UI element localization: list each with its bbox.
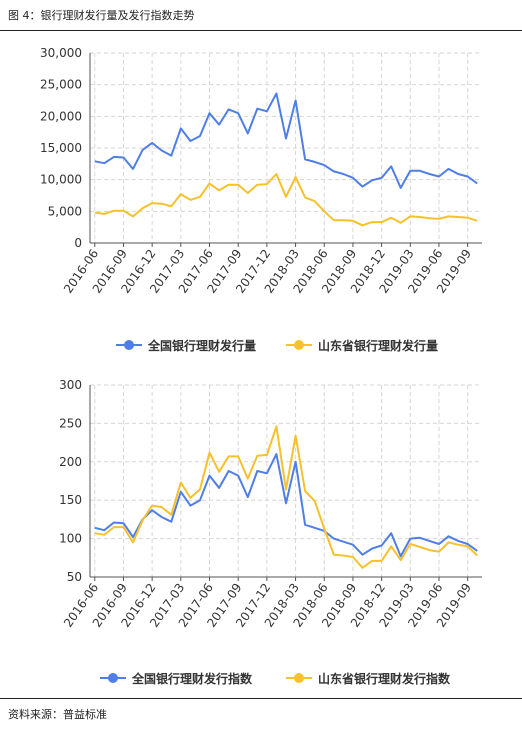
y-tick-label: 0 — [74, 236, 82, 250]
legend-item-shandong-index: 山东省银行理财发行指数 — [286, 668, 450, 688]
legend-label-shandong-index: 山东省银行理财发行指数 — [318, 671, 451, 686]
header-rule — [0, 30, 522, 31]
y-tick-label: 150 — [59, 493, 82, 507]
figure-title: 图 4：银行理财发行量及发行指数走势 — [8, 9, 195, 22]
legend-item-national-index: 全国银行理财发行指数 — [100, 668, 252, 688]
issuance-volume-legend: 全国银行理财发行量 山东省银行理财发行量 — [0, 335, 522, 355]
y-tick-label: 5,000 — [48, 204, 82, 218]
y-tick-label: 300 — [59, 378, 82, 392]
legend-symbol-yellow — [286, 338, 312, 352]
y-tick-label: 100 — [59, 532, 82, 546]
y-tick-label: 50 — [67, 570, 82, 584]
legend-item-national-volume: 全国银行理财发行量 — [116, 335, 256, 355]
issuance-index-plot: 300250200150100502016-062016-092016-1220… — [59, 378, 482, 630]
issuance-volume-chart: 30,000 25,000 20,000 15,000 10,000 5,000 0 2016… — [0, 30, 522, 330]
legend-item-shandong-volume: 山东省银行理财发行量 — [286, 335, 438, 355]
series-line-national — [94, 92, 478, 189]
y-tick-label: 15,000 — [40, 141, 82, 155]
series-line-shandong — [94, 173, 478, 227]
issuance-volume-plot: 30,00025,00020,00015,00010,0005,00002016… — [40, 46, 482, 296]
footer-rule — [0, 698, 522, 699]
legend-label-national-volume: 全国银行理财发行量 — [148, 338, 257, 353]
series-line-shandong — [94, 425, 478, 569]
figure-header: 图 4：银行理财发行量及发行指数走势 — [0, 0, 522, 30]
legend-label-national-index: 全国银行理财发行指数 — [132, 671, 253, 686]
issuance-index-chart: 300 250 200 150 100 50 2016-06 2016-09 2016-12 20… — [0, 372, 522, 670]
issuance-index-legend: 全国银行理财发行指数 山东省银行理财发行指数 — [0, 668, 522, 688]
legend-symbol-blue — [116, 338, 142, 352]
legend-symbol-yellow — [286, 671, 312, 685]
y-tick-label: 10,000 — [40, 173, 82, 187]
source-note: 资料来源：普益标准 — [8, 708, 107, 721]
y-tick-label: 30,000 — [40, 46, 82, 60]
legend-symbol-blue — [100, 671, 126, 685]
y-tick-label: 25,000 — [40, 78, 82, 92]
y-tick-label: 250 — [59, 416, 82, 430]
y-tick-label: 20,000 — [40, 109, 82, 123]
legend-label-shandong-volume: 山东省银行理财发行量 — [318, 338, 439, 353]
series-line-national — [94, 453, 478, 558]
y-tick-label: 200 — [59, 455, 82, 469]
